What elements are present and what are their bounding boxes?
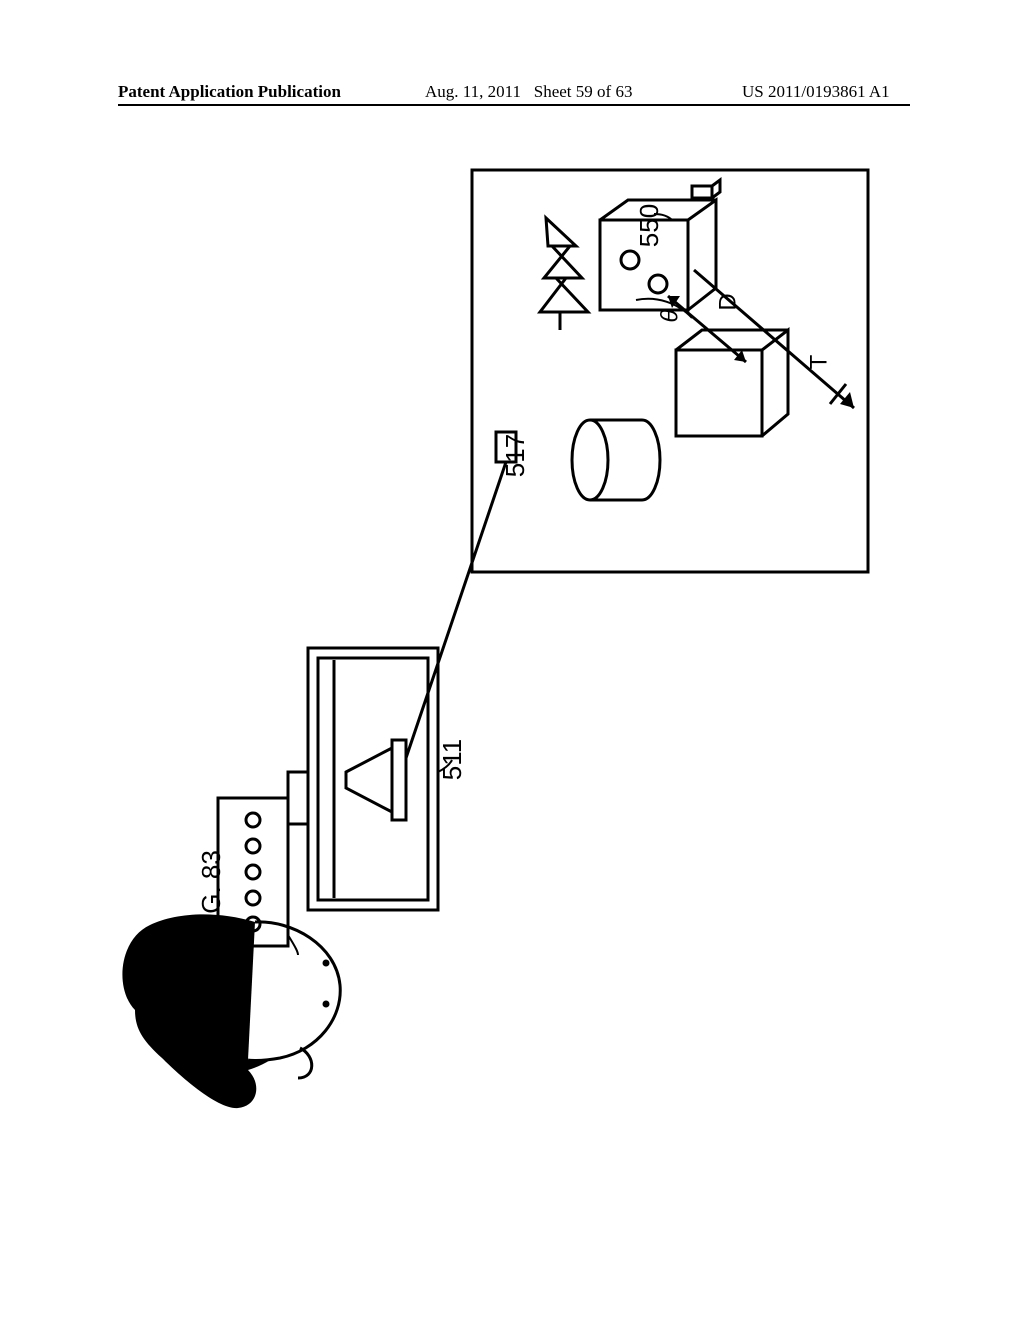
scene-box xyxy=(472,170,868,572)
scene-cylinder xyxy=(572,420,660,500)
display-511 xyxy=(288,648,438,910)
connector-517 xyxy=(496,432,516,462)
figure-svg xyxy=(0,0,1024,1320)
camera-550 xyxy=(600,180,720,310)
scene-tree xyxy=(540,218,588,330)
page-root: Patent Application Publication Aug. 11, … xyxy=(0,0,1024,1320)
scene-cube xyxy=(676,330,788,436)
figure-83: FIG. 83 519 511 517 550 θ D T xyxy=(0,0,1024,1320)
